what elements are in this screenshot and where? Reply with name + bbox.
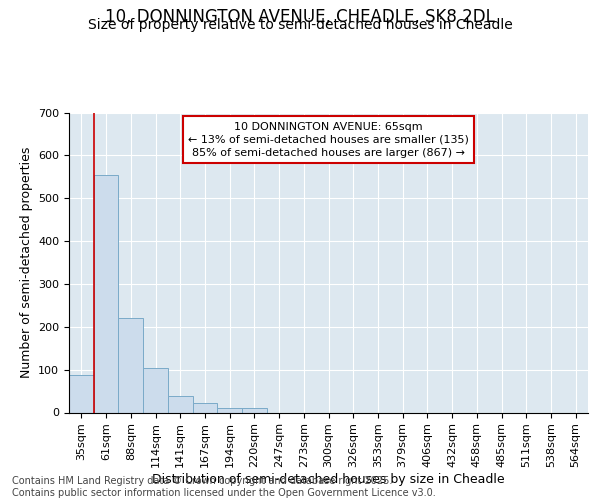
Bar bbox=[118, 318, 143, 412]
Text: 10, DONNINGTON AVENUE, CHEADLE, SK8 2DL: 10, DONNINGTON AVENUE, CHEADLE, SK8 2DL bbox=[105, 8, 495, 26]
Bar bbox=[168, 396, 193, 412]
Text: Size of property relative to semi-detached houses in Cheadle: Size of property relative to semi-detach… bbox=[88, 18, 512, 32]
X-axis label: Distribution of semi-detached houses by size in Cheadle: Distribution of semi-detached houses by … bbox=[152, 473, 505, 486]
Bar bbox=[94, 175, 118, 412]
Bar bbox=[217, 408, 242, 412]
Bar bbox=[193, 403, 217, 412]
Text: Contains HM Land Registry data © Crown copyright and database right 2025.
Contai: Contains HM Land Registry data © Crown c… bbox=[12, 476, 436, 498]
Bar bbox=[242, 408, 267, 412]
Bar bbox=[69, 375, 94, 412]
Bar bbox=[143, 368, 168, 412]
Y-axis label: Number of semi-detached properties: Number of semi-detached properties bbox=[20, 147, 32, 378]
Text: 10 DONNINGTON AVENUE: 65sqm
← 13% of semi-detached houses are smaller (135)
85% : 10 DONNINGTON AVENUE: 65sqm ← 13% of sem… bbox=[188, 122, 469, 158]
